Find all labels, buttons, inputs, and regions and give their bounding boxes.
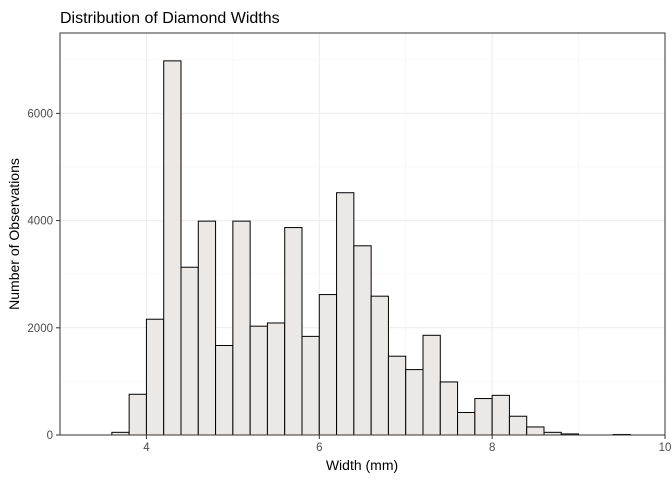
y-tick-label: 2000 (27, 323, 53, 335)
histogram-bar (180, 266, 199, 436)
x-tick-label: 10 (659, 442, 672, 454)
histogram-bar (526, 426, 545, 436)
x-tick-label: 6 (316, 442, 322, 454)
x-tick-label: 8 (489, 442, 495, 454)
histogram-bar (145, 318, 165, 436)
histogram-bar (249, 325, 268, 436)
histogram-bar (353, 245, 372, 436)
histogram-bar (336, 192, 355, 436)
histogram-bar (128, 393, 147, 436)
histogram-bar (284, 227, 303, 436)
histogram-bars (111, 60, 631, 436)
histogram-bar (474, 398, 493, 436)
histogram-bar (457, 411, 476, 436)
histogram-bar (422, 334, 441, 436)
histogram-bar (163, 60, 182, 436)
histogram-bar (508, 415, 528, 436)
x-axis-ticks: 4 6 8 10 (143, 435, 671, 454)
histogram-bar (318, 294, 338, 436)
histogram-bar (266, 322, 286, 436)
y-axis-title: Number of Observations (6, 158, 22, 310)
histogram-bar (370, 295, 389, 436)
y-tick-label: 4000 (27, 216, 53, 228)
histogram-bar (215, 344, 234, 436)
histogram-bar (491, 394, 510, 436)
histogram-bar (232, 220, 251, 436)
y-tick-label: 0 (47, 430, 53, 442)
histogram-bar (301, 335, 320, 436)
chart-title: Distribution of Diamond Widths (60, 10, 280, 27)
histogram-bar (439, 381, 459, 436)
x-tick-label: 4 (143, 442, 150, 454)
histogram-bar (387, 355, 407, 436)
histogram-bar (197, 220, 217, 436)
y-tick-label: 6000 (27, 108, 53, 120)
histogram-bar (405, 369, 424, 436)
panel-border (59, 32, 666, 436)
y-axis-ticks: 0 2000 4000 6000 (27, 108, 60, 442)
x-axis-title: Width (mm) (326, 457, 398, 473)
